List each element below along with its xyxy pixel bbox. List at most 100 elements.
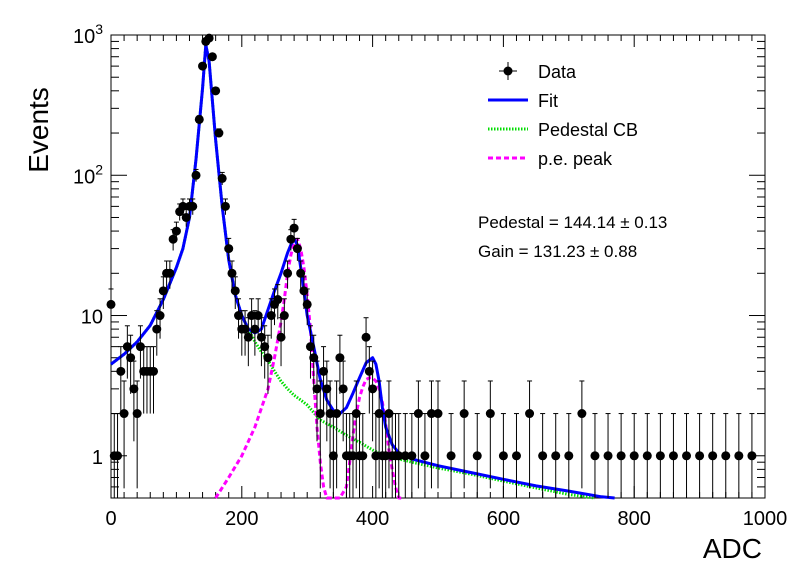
data-point xyxy=(368,384,378,394)
x-tick-label: 1000 xyxy=(743,508,788,530)
data-point xyxy=(364,366,374,376)
data-point xyxy=(191,170,201,180)
data-point xyxy=(158,286,168,296)
y-tick-labels: 1 10 102 103 xyxy=(73,21,103,469)
data-point xyxy=(152,324,162,334)
data-point xyxy=(682,451,692,461)
data-point xyxy=(286,234,296,244)
data-point xyxy=(413,409,423,419)
data-point xyxy=(332,409,342,419)
legend-label-data: Data xyxy=(538,62,577,82)
x-tick-label: 600 xyxy=(487,508,520,530)
data-point xyxy=(168,234,178,244)
data-point xyxy=(135,342,145,352)
data-point xyxy=(590,451,600,461)
data-point xyxy=(113,451,123,461)
data-point xyxy=(178,201,188,211)
data-point xyxy=(276,332,286,342)
data-point xyxy=(384,409,394,419)
legend-item-pe-peak: p.e. peak xyxy=(488,149,613,169)
data-point xyxy=(207,52,217,62)
data-point xyxy=(227,268,237,278)
data-point xyxy=(194,114,204,124)
data-point xyxy=(358,451,368,461)
data-point xyxy=(315,409,325,419)
data-point xyxy=(273,295,283,305)
data-point xyxy=(511,451,521,461)
data-point xyxy=(655,451,665,461)
data-point xyxy=(407,451,417,461)
x-tick-label: 400 xyxy=(356,508,389,530)
data-point xyxy=(230,286,240,296)
data-point xyxy=(374,409,384,419)
data-point xyxy=(126,353,136,363)
data-point xyxy=(283,268,293,278)
legend-label-fit: Fit xyxy=(538,91,558,111)
data-point xyxy=(319,366,329,376)
data-point xyxy=(309,353,319,363)
data-point xyxy=(485,409,495,419)
data-point xyxy=(296,268,306,278)
data-point xyxy=(446,451,456,461)
data-point xyxy=(188,201,198,211)
y-axis-label: Events xyxy=(23,87,54,173)
data-point xyxy=(243,332,253,342)
annotation-pedestal: Pedestal = 144.14 ± 0.13 xyxy=(478,213,667,232)
x-tick-label: 800 xyxy=(618,508,651,530)
data-point xyxy=(420,451,430,461)
data-point xyxy=(217,173,227,183)
data-point xyxy=(256,332,266,342)
data-point xyxy=(122,342,132,352)
data-point xyxy=(351,409,361,419)
data-point xyxy=(459,409,469,419)
data-point xyxy=(106,299,116,309)
x-tick-labels: 0 200 400 600 800 1000 xyxy=(105,508,787,530)
data-point xyxy=(577,409,587,419)
axis-ticks xyxy=(110,34,766,499)
data-point xyxy=(116,366,126,376)
data-point xyxy=(361,332,371,342)
data-point xyxy=(292,244,302,254)
data-point xyxy=(289,223,299,233)
x-axis-label: ADC xyxy=(703,533,762,564)
y-tick-label: 10 xyxy=(81,307,103,329)
data-point xyxy=(302,299,312,309)
data-point xyxy=(211,86,221,96)
legend-label-pe-peak: p.e. peak xyxy=(538,149,613,169)
legend-item-pedestal: Pedestal CB xyxy=(488,120,638,140)
data-point xyxy=(279,311,289,321)
data-point xyxy=(381,451,391,461)
data-point xyxy=(629,451,639,461)
data-point xyxy=(260,342,270,352)
data-point xyxy=(129,384,139,394)
data-points xyxy=(106,33,757,498)
data-point xyxy=(734,451,744,461)
data-point xyxy=(525,409,535,419)
data-point xyxy=(695,451,705,461)
data-point xyxy=(616,451,626,461)
data-point xyxy=(214,128,224,138)
data-point xyxy=(149,366,159,376)
data-point xyxy=(263,353,273,363)
data-point xyxy=(564,451,574,461)
x-tick-label: 200 xyxy=(225,508,258,530)
data-point xyxy=(266,311,276,321)
data-point xyxy=(155,311,165,321)
annotation-gain: Gain = 131.23 ± 0.88 xyxy=(478,242,637,261)
data-point xyxy=(328,451,338,461)
y-tick-label: 102 xyxy=(73,161,103,188)
data-point xyxy=(433,409,443,419)
data-point xyxy=(551,451,561,461)
data-point xyxy=(312,384,322,394)
data-point xyxy=(371,451,381,461)
data-point xyxy=(247,311,257,321)
data-point xyxy=(171,226,181,236)
data-point xyxy=(181,212,191,222)
data-point xyxy=(603,451,613,461)
data-point xyxy=(338,384,348,394)
data-point xyxy=(642,451,652,461)
data-point xyxy=(305,342,315,352)
y-tick-label: 1 xyxy=(92,447,103,469)
data-point xyxy=(747,451,757,461)
data-point xyxy=(721,451,731,461)
